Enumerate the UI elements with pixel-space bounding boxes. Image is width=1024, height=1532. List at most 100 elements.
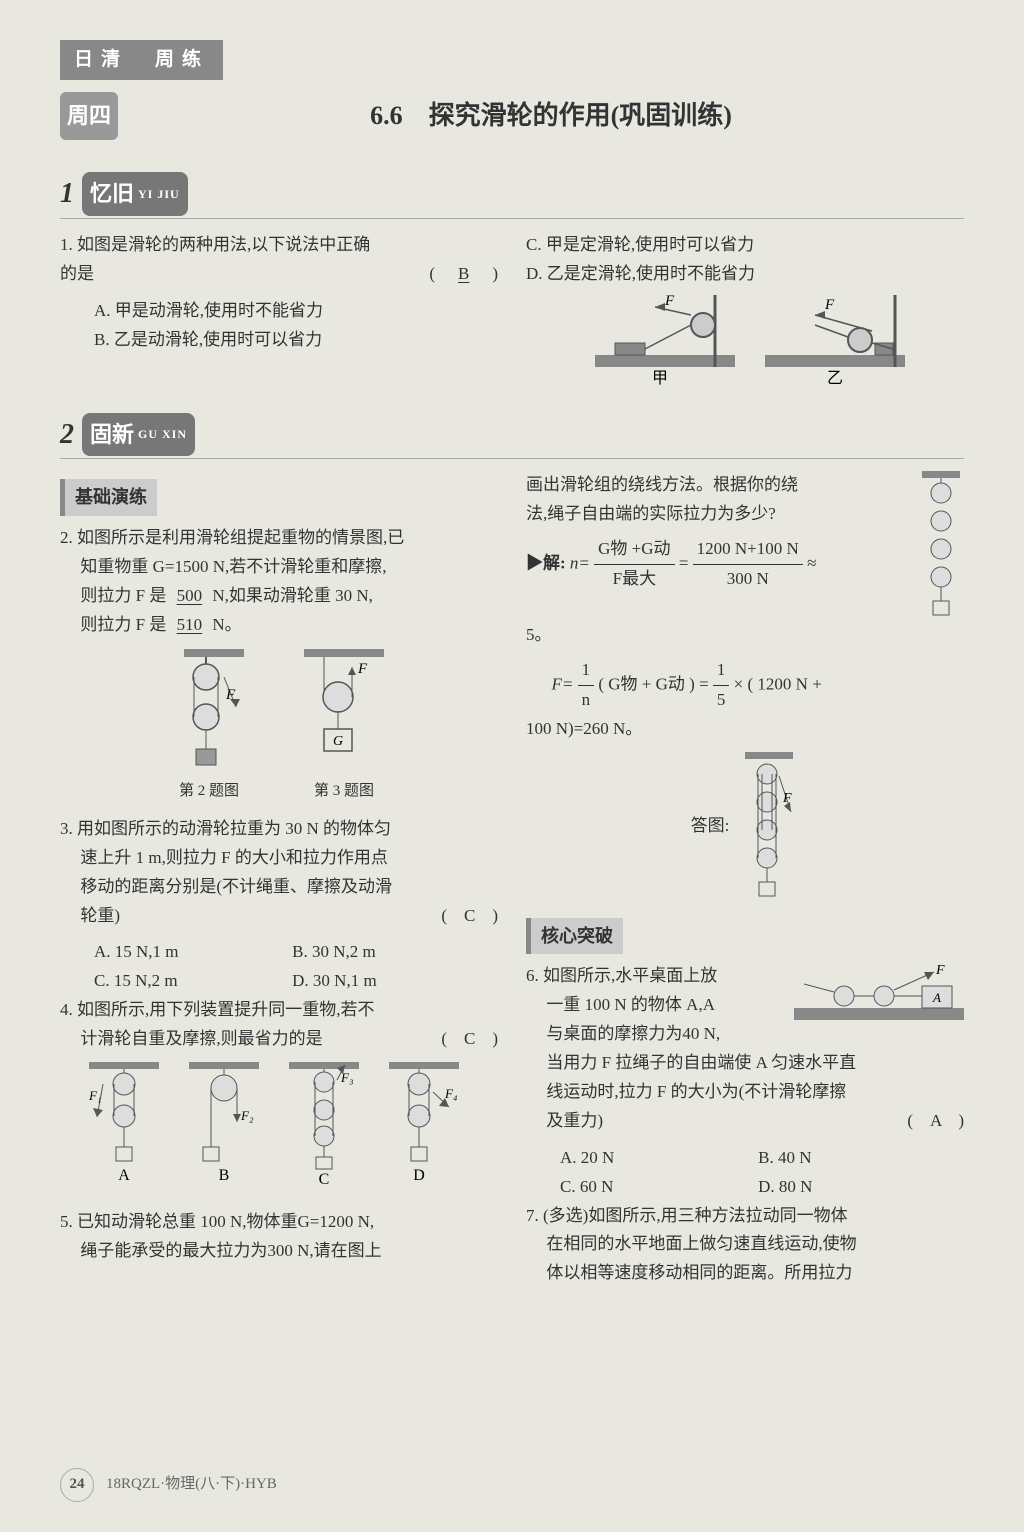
q7-b: 在相同的水平地面上做匀速直线运动,使物 — [526, 1234, 857, 1253]
q5-answer-fig: F — [739, 752, 799, 902]
s1-left-col: 1. 如图是滑轮的两种用法,以下说法中正确 的是 ( B ) A. 甲是动滑轮,… — [60, 231, 498, 391]
q1-figure: F 甲 F 乙 — [526, 295, 964, 385]
q6-optA: A. 20 N — [560, 1144, 754, 1173]
svg-text:乙: 乙 — [827, 370, 843, 385]
section-1-columns: 1. 如图是滑轮的两种用法,以下说法中正确 的是 ( B ) A. 甲是动滑轮,… — [60, 231, 964, 391]
q2-fig: F 第 2 题图 — [164, 649, 254, 805]
section-2-label: 固新 GU XIN — [82, 413, 195, 456]
q2-ans1: 500 — [171, 586, 209, 605]
q2-b: 知重物重 G=1500 N,若不计滑轮重和摩擦, — [60, 557, 387, 576]
q5-ansfig-label: 答图: — [691, 812, 730, 841]
q5-f4n: 1 — [713, 656, 730, 686]
q1-optC: C. 甲是定滑轮,使用时可以省力 — [526, 231, 964, 260]
q5-f2n: 1200 N+100 N — [693, 535, 803, 565]
q3-options: A. 15 N,1 m B. 30 N,2 m C. 15 N,2 m D. 3… — [60, 938, 498, 996]
q5-b: 绳子能承受的最大拉力为300 N,请在图上 — [60, 1241, 382, 1260]
q7: 7. (多选)如图所示,用三种方法拉动同一物体 在相同的水平地面上做匀速直线运动… — [526, 1202, 964, 1289]
q3-cap: 第 3 题图 — [294, 779, 394, 805]
q1-options-cd: C. 甲是定滑轮,使用时可以省力 D. 乙是定滑轮,使用时不能省力 — [526, 231, 964, 289]
q4-b: 计滑轮自重及摩擦,则最省力的是 — [60, 1029, 323, 1048]
section-1-head: 1 忆旧 YI JIU — [60, 170, 964, 219]
subsection-basic: 基础演练 — [60, 479, 157, 516]
q5-f3d: n — [578, 686, 595, 715]
q1-optB: B. 乙是动滑轮,使用时可以省力 — [94, 326, 498, 355]
q5-solution: ▶解: n= G物 +G动F最大 = 1200 N+100 N300 N ≈ — [526, 535, 964, 594]
section-2-label-big: 固新 — [90, 416, 134, 453]
q1-answer-paren: ( B ) — [429, 260, 498, 289]
q7-a: 7. (多选)如图所示,用三种方法拉动同一物体 — [526, 1206, 848, 1225]
q5-nval: 5。 — [526, 621, 964, 650]
q6-optD: D. 80 N — [758, 1173, 952, 1202]
q1-answer: B — [452, 264, 475, 283]
q4-a: 4. 如图所示,用下列装置提升同一重物,若不 — [60, 1000, 375, 1019]
svg-text:F₁: F₁ — [88, 1088, 101, 1103]
q5-right: 画出滑轮组的绕线方法。根据你的绕 法,绳子自由端的实际拉力为多少? ▶解: n=… — [526, 471, 964, 744]
q3-c: 移动的距离分别是(不计绳重、摩擦及动滑 — [60, 877, 392, 896]
q5-answer-fig-row: 答图: F — [526, 752, 964, 902]
section-1-label: 忆旧 YI JIU — [82, 172, 188, 215]
q2-ans2: 510 — [171, 615, 209, 634]
section-1-label-big: 忆旧 — [90, 175, 134, 212]
svg-text:G: G — [333, 734, 343, 749]
q5-left: 5. 已知动滑轮总重 100 N,物体重G=1200 N, 绳子能承受的最大拉力… — [60, 1208, 498, 1266]
q6-a: 6. 如图所示,水平桌面上放 — [526, 966, 717, 985]
svg-text:F: F — [935, 963, 945, 978]
q3: 3. 用如图所示的动滑轮拉重为 30 N 的物体匀 速上升 1 m,则拉力 F … — [60, 815, 498, 931]
q5-frac4: 15 — [713, 656, 730, 715]
q5-f4d: 5 — [713, 686, 730, 715]
q1-optA: A. 甲是动滑轮,使用时不能省力 — [94, 297, 498, 326]
q1-stem-b: 的是 — [60, 264, 94, 283]
q5-approx: ≈ — [807, 553, 816, 572]
q3-a: 3. 用如图所示的动滑轮拉重为 30 N 的物体匀 — [60, 819, 391, 838]
q3-d: 轮重) — [60, 906, 120, 925]
svg-text:F: F — [357, 661, 368, 677]
svg-text:F: F — [664, 295, 675, 309]
q1-stem: 1. 如图是滑轮的两种用法,以下说法中正确 的是 ( B ) — [60, 231, 498, 289]
q6-fig: A F — [794, 962, 964, 1032]
q5-l3: 100 N)=260 N。 — [526, 715, 964, 744]
header-bar: 日清 周练 — [60, 40, 964, 80]
q5-a: 5. 已知动滑轮总重 100 N,物体重G=1200 N, — [60, 1212, 374, 1231]
footer: 24 18RQZL·物理(八·下)·HYB — [60, 1468, 277, 1502]
footer-code: 18RQZL·物理(八·下)·HYB — [106, 1472, 277, 1498]
section-1-num: 1 — [60, 170, 74, 218]
q4-ans-paren: ( C ) — [441, 1025, 498, 1054]
section-2-label-small: GU XIN — [138, 424, 187, 444]
q6-f: 及重力) — [526, 1111, 603, 1130]
q5-f2d: 300 N — [693, 565, 803, 594]
svg-text:C: C — [319, 1171, 330, 1188]
q3-answer: C — [464, 906, 475, 925]
svg-text:F₄: F₄ — [444, 1086, 458, 1101]
q7-c: 体以相等速度移动相同的距离。所用拉力 — [526, 1263, 852, 1282]
page-number: 24 — [60, 1468, 94, 1502]
section-2-num: 2 — [60, 411, 74, 459]
q3-optC: C. 15 N,2 m — [94, 967, 288, 996]
q3-optD: D. 30 N,1 m — [292, 967, 486, 996]
q3-fig: F G 第 3 题图 — [294, 649, 394, 805]
section-2-columns: 基础演练 2. 如图所示是利用滑轮组提起重物的情景图,已 知重物重 G=1500… — [60, 471, 964, 1296]
svg-text:B: B — [219, 1167, 230, 1184]
svg-text:F: F — [824, 297, 835, 313]
q5-sol-n: n= — [570, 553, 590, 572]
q1-svg: F 甲 F 乙 — [575, 295, 915, 385]
q3-ans-paren: ( C ) — [441, 902, 498, 931]
s2-left-col: 基础演练 2. 如图所示是利用滑轮组提起重物的情景图,已 知重物重 G=1500… — [60, 471, 498, 1296]
q2-d: N,如果动滑轮重 30 N, — [212, 586, 373, 605]
q4-figure: F₁ A F₂ B F₃ — [60, 1062, 498, 1202]
q5-l2a: F= — [552, 674, 574, 693]
q5-fig — [918, 471, 964, 621]
q5-l2b: ( G物 + G动 ) = — [598, 674, 708, 693]
q5-frac1: G物 +G动F最大 — [594, 535, 674, 594]
q4-answer: C — [464, 1029, 475, 1048]
q1-options-ab: A. 甲是动滑轮,使用时不能省力 B. 乙是动滑轮,使用时可以省力 — [60, 297, 498, 355]
q5-frac3: 1n — [578, 656, 595, 715]
q5-solmark: ▶解: — [526, 553, 566, 572]
q3-b: 速上升 1 m,则拉力 F 的大小和拉力作用点 — [60, 848, 388, 867]
q6-e: 线运动时,拉力 F 的大小为(不计滑轮摩擦 — [526, 1082, 846, 1101]
q1-stem-a: 1. 如图是滑轮的两种用法,以下说法中正确 — [60, 235, 370, 254]
q5-f1d: F最大 — [594, 565, 674, 594]
q6-options: A. 20 N B. 40 N C. 60 N D. 80 N — [526, 1144, 964, 1202]
q6-ans-paren: ( A ) — [907, 1107, 964, 1136]
q5-l2c: × ( 1200 N + — [734, 674, 822, 693]
svg-text:甲: 甲 — [652, 370, 668, 385]
